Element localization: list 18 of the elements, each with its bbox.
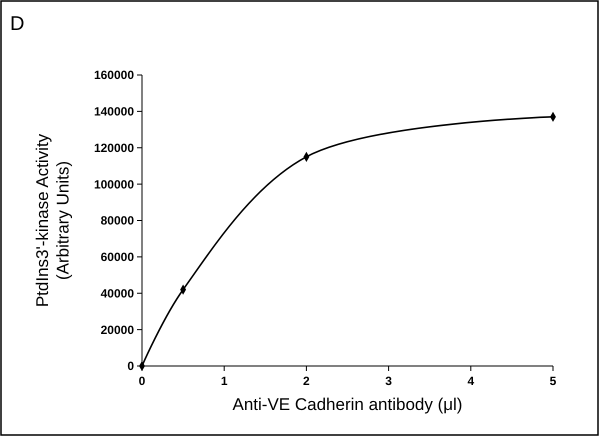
y-tick-label: 160000	[94, 68, 134, 82]
y-tick-label: 140000	[94, 104, 134, 119]
y-tick-label: 100000	[94, 177, 134, 192]
x-tick-label: 3	[385, 374, 392, 388]
y-tick-label: 80000	[100, 214, 134, 228]
y-tick-label: 0	[127, 359, 134, 374]
chart-title: D	[10, 13, 24, 35]
y-tick-label: 120000	[94, 140, 134, 155]
y-tick-label: 20000	[100, 322, 134, 337]
x-tick-label: 0	[138, 374, 146, 388]
y-tick-label: 60000	[100, 250, 134, 264]
x-tick-label: 5	[550, 374, 557, 388]
x-axis-title: Anti-VE Cadherin antibody (μl)	[232, 395, 462, 414]
y-axis-title: PtdIns3'-kinase Activity (Arbitrary Units)	[33, 133, 72, 308]
x-tick-label: 4	[467, 374, 474, 388]
x-tick-label: 2	[303, 374, 310, 388]
y-tick-label: 40000	[100, 286, 134, 300]
x-tick-label: 1	[220, 374, 228, 388]
